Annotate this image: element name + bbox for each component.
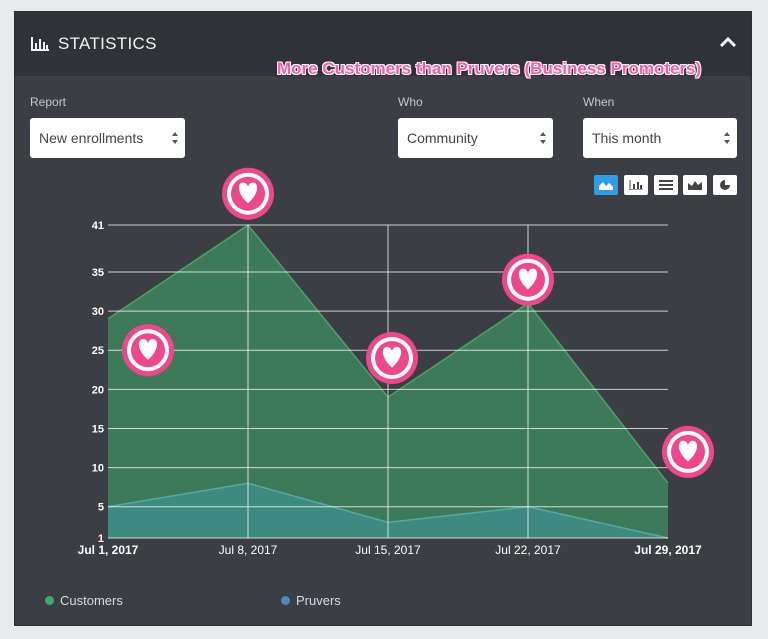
stacked-chart-icon bbox=[688, 181, 702, 190]
chart-type-table[interactable] bbox=[654, 175, 678, 195]
x-tick-label: Jul 8, 2017 bbox=[219, 543, 278, 557]
select-arrows-icon bbox=[172, 132, 178, 144]
heart-badge-icon bbox=[222, 167, 274, 220]
table-icon bbox=[659, 180, 673, 190]
chart-type-stacked[interactable] bbox=[683, 175, 707, 195]
y-tick-label: 15 bbox=[92, 423, 104, 435]
panel-header: STATISTICS More Customers than Pruvers (… bbox=[15, 12, 751, 78]
y-tick-label: 35 bbox=[92, 267, 104, 279]
report-select-value: New enrollments bbox=[39, 130, 144, 146]
bar-chart-icon bbox=[629, 180, 643, 190]
y-tick-label: 41 bbox=[92, 220, 104, 232]
annotation-text: More Customers than Pruvers (Business Pr… bbox=[277, 59, 702, 78]
heart-badge-icon bbox=[366, 332, 418, 385]
x-tick-label: Jul 1, 2017 bbox=[78, 543, 139, 557]
area-chart-icon bbox=[599, 182, 613, 190]
heart-badge-icon bbox=[122, 324, 174, 377]
legend-customers[interactable]: Customers bbox=[45, 593, 123, 608]
who-select-value: Community bbox=[407, 130, 478, 146]
report-select[interactable]: New enrollments bbox=[30, 118, 185, 158]
pie-chart-icon bbox=[720, 179, 731, 190]
heart-badge-icon bbox=[502, 253, 554, 306]
x-tick-label: Jul 29, 2017 bbox=[634, 543, 702, 557]
chevron-up-icon[interactable] bbox=[719, 36, 737, 48]
legend-label-customers: Customers bbox=[60, 593, 123, 608]
panel-title-text: STATISTICS bbox=[58, 34, 157, 53]
bar-chart-icon bbox=[31, 37, 49, 51]
who-label: Who bbox=[398, 95, 423, 109]
when-label: When bbox=[583, 95, 615, 109]
y-tick-label: 20 bbox=[92, 384, 104, 396]
who-select[interactable]: Community bbox=[398, 118, 553, 158]
y-tick-label: 5 bbox=[98, 502, 104, 514]
legend-pruvers[interactable]: Pruvers bbox=[281, 593, 341, 608]
chart-type-pie[interactable] bbox=[713, 175, 737, 195]
y-tick-label: 1 bbox=[98, 533, 104, 545]
x-tick-label: Jul 15, 2017 bbox=[355, 543, 421, 557]
panel-title: STATISTICS bbox=[31, 34, 157, 54]
chart-type-bar[interactable] bbox=[624, 175, 648, 195]
x-tick-label: Jul 22, 2017 bbox=[495, 543, 561, 557]
legend-label-pruvers: Pruvers bbox=[296, 593, 341, 608]
legend-dot-pruvers bbox=[281, 596, 290, 605]
y-tick-label: 10 bbox=[92, 463, 104, 475]
legend-dot-customers bbox=[45, 596, 54, 605]
y-tick-label: 25 bbox=[92, 345, 104, 357]
report-label: Report bbox=[30, 95, 67, 109]
chart-type-area[interactable] bbox=[594, 175, 618, 195]
when-select-value: This month bbox=[592, 130, 662, 146]
heart-badge-icon bbox=[662, 425, 714, 478]
when-select[interactable]: This month bbox=[583, 118, 737, 158]
select-arrows-icon bbox=[540, 132, 546, 144]
y-tick-label: 30 bbox=[92, 306, 104, 318]
select-arrows-icon bbox=[724, 132, 730, 144]
